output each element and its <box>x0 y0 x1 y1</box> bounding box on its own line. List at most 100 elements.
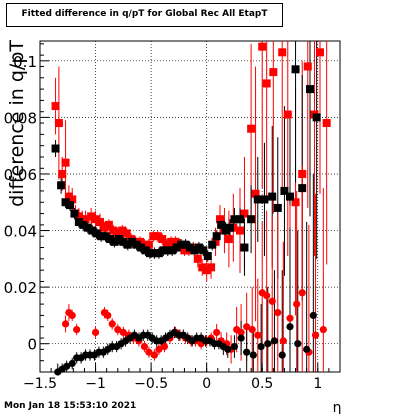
square-marker <box>280 186 289 195</box>
square-marker <box>66 201 74 210</box>
square-marker <box>240 209 249 218</box>
circle-marker <box>279 337 287 345</box>
square-marker <box>236 215 244 224</box>
square-marker <box>217 220 226 229</box>
x-tick-label: −0.5 <box>134 376 168 392</box>
square-marker <box>207 263 216 272</box>
x-tick-label: −1 <box>85 376 106 392</box>
square-marker <box>177 240 186 249</box>
square-marker <box>68 195 77 204</box>
square-marker <box>291 65 300 74</box>
square-marker <box>186 243 194 252</box>
y-tick-label: 0.1 <box>13 53 37 71</box>
square-marker <box>208 240 217 249</box>
square-marker <box>109 226 118 235</box>
square-marker <box>51 144 60 153</box>
circle-marker <box>309 311 317 320</box>
circle-marker <box>213 328 221 336</box>
square-marker <box>101 232 110 241</box>
square-marker <box>203 252 212 261</box>
square-marker <box>83 223 92 232</box>
square-marker <box>150 249 159 258</box>
square-marker <box>194 243 203 252</box>
square-marker <box>70 209 79 218</box>
y-tick-label: 0.06 <box>4 166 37 184</box>
square-marker <box>236 226 244 235</box>
square-marker <box>61 158 70 167</box>
circle-marker <box>104 311 112 320</box>
circle-marker <box>140 342 149 351</box>
circle-marker <box>286 323 294 331</box>
square-marker <box>181 240 190 249</box>
timestamp: Mon Jan 18 15:53:10 2021 <box>4 401 137 411</box>
circle-marker <box>263 292 271 300</box>
square-marker <box>57 181 66 190</box>
square-marker <box>298 184 307 193</box>
circle-marker <box>73 325 81 334</box>
circle-marker <box>254 331 262 339</box>
square-marker <box>172 243 181 252</box>
square-marker <box>226 223 234 232</box>
square-marker <box>193 254 202 263</box>
circle-marker <box>61 320 70 328</box>
square-marker <box>247 215 256 224</box>
square-marker <box>119 237 128 246</box>
square-marker <box>224 235 233 244</box>
square-marker <box>171 237 180 246</box>
square-marker <box>87 212 96 221</box>
square-marker <box>54 119 63 128</box>
circle-marker <box>237 334 245 342</box>
square-marker <box>144 240 153 249</box>
circle-marker <box>294 340 302 348</box>
x-axis-label: η <box>333 400 342 414</box>
square-marker <box>251 189 260 198</box>
x-tick-label: 0 <box>202 376 211 392</box>
square-marker <box>104 220 113 229</box>
square-marker <box>154 249 163 258</box>
circle-marker <box>268 297 276 305</box>
circle-marker <box>150 351 159 359</box>
data-markers <box>51 42 331 376</box>
square-marker <box>198 263 207 272</box>
square-marker <box>81 215 90 224</box>
square-marker <box>92 229 101 238</box>
circle-marker <box>119 328 127 336</box>
circle-marker <box>63 362 71 370</box>
square-marker <box>286 192 294 201</box>
square-marker <box>168 246 177 255</box>
square-marker <box>202 266 211 275</box>
circle-marker <box>257 342 265 351</box>
square-marker <box>114 235 123 244</box>
square-marker <box>303 62 312 71</box>
circle-marker <box>224 345 232 353</box>
square-marker <box>212 232 221 241</box>
square-marker <box>298 169 307 178</box>
square-marker <box>240 243 249 252</box>
square-marker <box>113 229 122 238</box>
square-marker <box>106 235 114 244</box>
square-marker <box>100 223 109 232</box>
circle-marker <box>248 325 256 334</box>
circle-marker <box>243 323 251 331</box>
square-marker <box>122 229 131 238</box>
chart-title-box: Fitted difference in q/pT for Global Rec… <box>6 3 283 27</box>
chart-title: Fitted difference in q/pT for Global Rec… <box>21 9 268 19</box>
x-tick-label: −1.5 <box>23 376 57 392</box>
square-marker <box>258 42 267 51</box>
circle-marker <box>91 328 100 336</box>
circle-marker <box>114 325 122 334</box>
circle-marker <box>270 337 279 345</box>
circle-marker <box>160 342 169 351</box>
circle-marker <box>249 351 257 359</box>
square-marker <box>110 237 119 246</box>
y-tick-label: 0.02 <box>4 279 37 297</box>
plot-frame <box>39 40 341 373</box>
square-marker <box>268 192 277 201</box>
square-marker <box>51 102 60 111</box>
square-marker <box>153 232 162 241</box>
square-marker <box>199 246 208 255</box>
square-marker <box>79 220 88 229</box>
circle-marker <box>230 342 239 351</box>
square-marker <box>97 232 106 241</box>
circle-marker <box>243 348 251 356</box>
